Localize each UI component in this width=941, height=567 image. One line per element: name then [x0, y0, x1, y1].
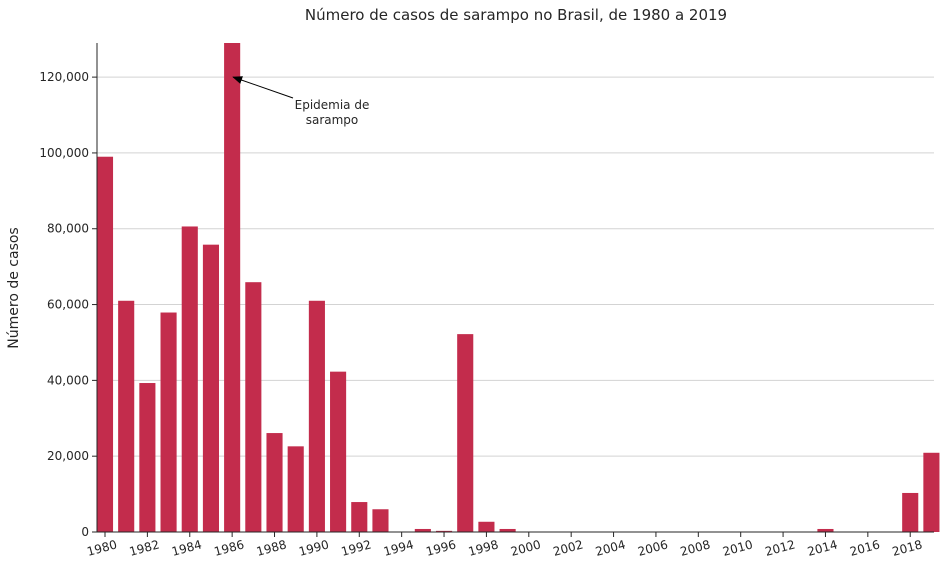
bar-1998	[478, 521, 495, 532]
x-tick-label: 1996	[424, 537, 457, 558]
y-tick-label: 60,000	[47, 298, 89, 312]
bar-1993	[372, 509, 389, 532]
x-tick-label: 2000	[509, 537, 542, 558]
x-tick-label: 1992	[340, 537, 373, 558]
x-tick-label: 1982	[128, 537, 161, 558]
bar-2018	[902, 492, 919, 532]
chart-title: Número de casos de sarampo no Brasil, de…	[305, 6, 727, 24]
x-tick-label: 2004	[594, 537, 627, 558]
x-axis-ticks: 1980 1982 1984 1986 1988 1990 1992 1994 1996 1998…	[85, 532, 924, 559]
y-tick-label: 40,000	[47, 373, 89, 387]
bar-2019	[923, 452, 940, 532]
bar-1988	[266, 433, 283, 532]
x-tick-label: 2012	[763, 537, 796, 558]
x-tick-label: 1986	[213, 537, 246, 558]
gridlines	[97, 76, 934, 457]
x-tick-label: 2016	[848, 537, 881, 558]
x-tick-label: 2008	[679, 537, 712, 558]
bar-1991	[330, 371, 347, 532]
x-tick-label: 1998	[467, 537, 500, 558]
bar-1992	[351, 502, 368, 532]
bar-1995	[414, 528, 431, 532]
x-tick-label: 1988	[255, 537, 288, 558]
bar-1986	[224, 43, 241, 532]
bar-1985	[202, 244, 220, 533]
x-tick-label: 1980	[85, 537, 118, 558]
bar-1981	[118, 300, 135, 532]
x-tick-label: 2010	[721, 537, 754, 558]
annotation-arrow	[232, 76, 294, 99]
x-tick-label: 2002	[552, 537, 585, 558]
bar-1999	[499, 528, 516, 532]
y-tick-label: 80,000	[47, 222, 89, 236]
x-tick-label: 1984	[170, 537, 203, 558]
bars	[96, 43, 940, 533]
y-axis-label: Número de casos	[6, 227, 22, 348]
annotation: Epidemia de sarampo	[232, 76, 370, 127]
x-tick-label: 2014	[806, 537, 839, 558]
x-tick-label: 1990	[297, 537, 330, 558]
y-tick-label: 0	[81, 525, 89, 539]
bar-2014	[817, 528, 834, 532]
x-tick-label: 2018	[891, 537, 924, 558]
bar-1983	[160, 312, 177, 532]
bar-1989	[287, 446, 304, 532]
bar-1984	[181, 226, 198, 532]
bar-1987	[245, 282, 262, 532]
bar-1982	[139, 383, 156, 532]
y-tick-label: 120,000	[39, 70, 89, 84]
annotation-text-line2: sarampo	[306, 113, 359, 127]
annotation-text-line1: Epidemia de	[295, 98, 370, 112]
bar-1980	[96, 156, 114, 532]
x-tick-label: 1994	[382, 537, 415, 558]
bar-1997	[457, 334, 474, 532]
y-tick-label: 20,000	[47, 449, 89, 463]
bar-1990	[308, 300, 325, 532]
x-tick-label: 2006	[636, 537, 669, 558]
y-tick-label: 100,000	[39, 146, 89, 160]
y-axis-ticks: 0 20,000 40,000 60,000 80,000 100,000 120,000	[39, 70, 97, 539]
bar-1996	[435, 530, 453, 532]
